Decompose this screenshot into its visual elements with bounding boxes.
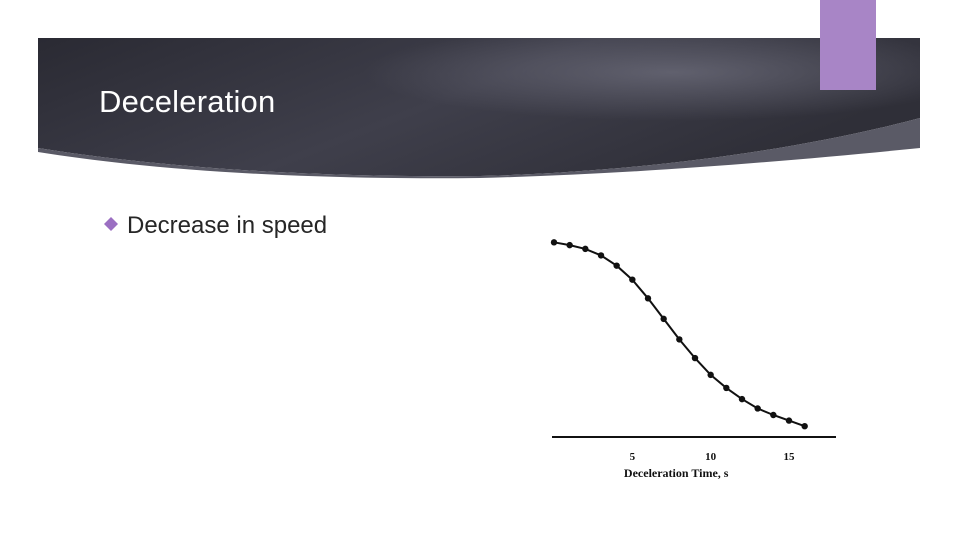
data-point [550,239,558,246]
title-banner [38,38,920,179]
series-line [553,241,806,428]
deceleration-chart: 5 10 15 Deceleration Time, s [550,239,836,480]
data-point [754,405,761,412]
data-point [566,241,573,249]
accent-tab [820,0,876,90]
x-tick-label: 5 [630,451,636,463]
data-point [597,252,605,259]
x-tick-label: 15 [784,451,796,463]
data-point [770,411,777,419]
x-tick-label: 10 [705,451,717,463]
slide-title: Deceleration [99,84,276,119]
data-point [613,262,620,269]
x-axis-label: Deceleration Time, s [624,466,729,480]
diamond-bullet-icon [104,216,118,236]
data-point [691,354,699,362]
data-points [550,239,808,430]
data-point [644,295,652,302]
bullet-text: Decrease in speed [127,212,328,239]
bullet-item: Decrease in speed [104,212,327,240]
x-tick-labels: 5 10 15 [630,451,795,463]
data-point [723,384,730,392]
data-point [629,276,636,283]
data-point [785,417,793,424]
data-point [707,371,714,379]
data-point [801,423,808,430]
data-point [660,315,667,323]
data-point [582,245,589,253]
data-point [676,336,683,343]
data-point [738,395,746,403]
